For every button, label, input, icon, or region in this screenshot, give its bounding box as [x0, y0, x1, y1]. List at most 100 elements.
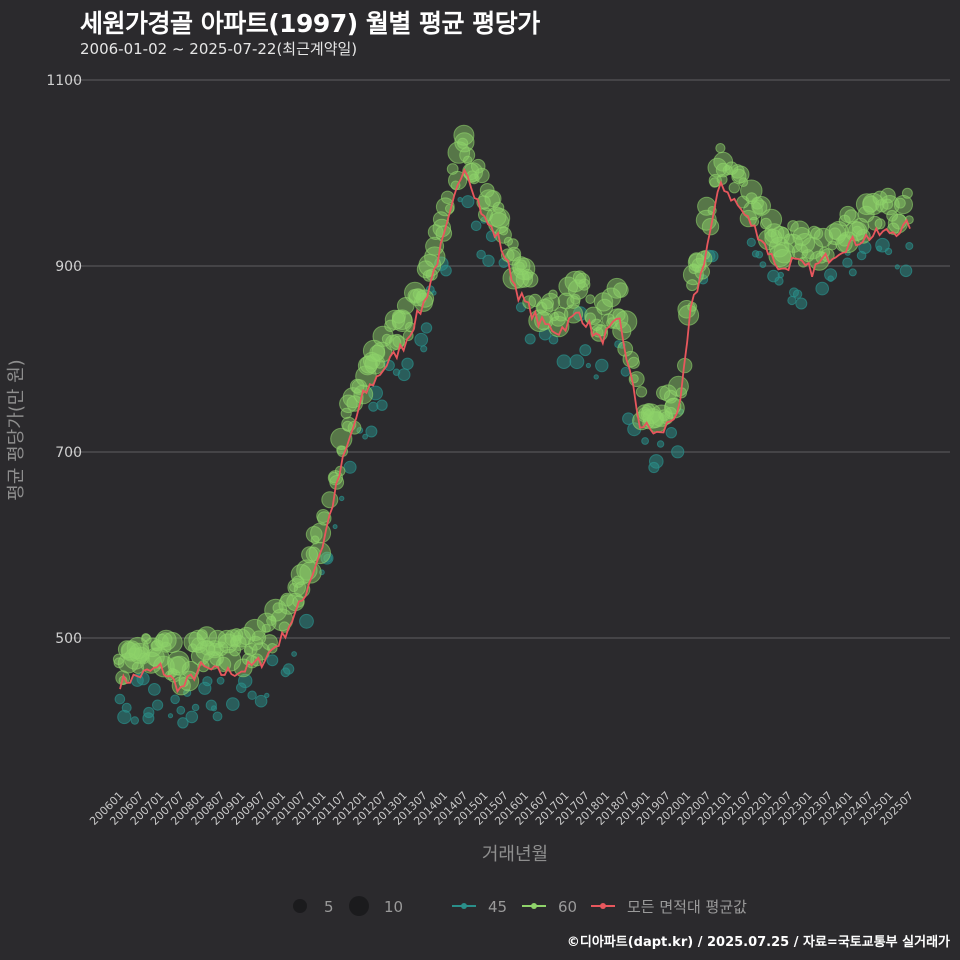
- point-45: [148, 683, 161, 696]
- point-60: [424, 246, 446, 268]
- point-60: [548, 289, 558, 299]
- point-45: [595, 358, 609, 373]
- point-60: [330, 427, 353, 450]
- point-60: [635, 386, 648, 398]
- point-45: [579, 344, 592, 357]
- x-axis-title: 거래년월: [482, 844, 548, 865]
- x-tick-labels: 2006012006072007012007072008012008072009…: [87, 789, 916, 828]
- legend-size-5-label: 5: [324, 898, 334, 916]
- point-45: [299, 613, 314, 629]
- legend-avg-label: 모든 면적대 평균값: [627, 898, 747, 916]
- point-60: [261, 623, 271, 633]
- point-60: [243, 618, 266, 642]
- point-60: [290, 564, 312, 585]
- point-45: [585, 362, 592, 369]
- point-45: [524, 333, 536, 345]
- point-60: [614, 310, 638, 334]
- series-45-points: [114, 195, 914, 729]
- point-60: [261, 634, 278, 651]
- point-60: [894, 197, 906, 209]
- legend: 5 10 45 60 모든 면적대 평균값: [293, 896, 747, 916]
- point-45: [671, 445, 685, 459]
- y-tick-900: 900: [55, 259, 82, 275]
- point-45: [365, 425, 378, 438]
- point-45: [420, 322, 433, 334]
- point-60: [901, 187, 913, 199]
- point-45: [167, 713, 174, 719]
- point-45: [121, 702, 132, 713]
- point-45: [170, 694, 180, 705]
- point-60: [738, 177, 749, 188]
- legend-size-5-marker: [293, 899, 307, 913]
- point-45: [622, 412, 635, 426]
- point-60: [540, 292, 561, 312]
- point-45: [420, 345, 428, 353]
- point-45: [649, 454, 664, 469]
- point-60: [891, 213, 908, 230]
- point-60: [627, 356, 640, 369]
- point-60: [879, 195, 900, 216]
- y-tick-1100: 1100: [46, 73, 82, 89]
- point-60: [851, 225, 863, 237]
- point-60: [305, 526, 323, 543]
- point-45: [899, 264, 913, 278]
- point-60: [474, 167, 490, 184]
- point-60: [160, 641, 172, 653]
- y-tick-700: 700: [55, 445, 82, 461]
- gridlines: [70, 79, 950, 639]
- point-60: [668, 375, 689, 397]
- point-45: [746, 237, 756, 247]
- point-60: [120, 640, 143, 662]
- point-45: [440, 264, 452, 277]
- point-60: [230, 628, 244, 642]
- y-axis-title: 평균 평당가(만 원): [6, 359, 27, 500]
- point-60: [874, 218, 886, 230]
- point-60: [208, 629, 227, 648]
- chart-subtitle: 2006-01-02 ~ 2025-07-22(최근계약일): [80, 40, 358, 58]
- point-45: [774, 276, 784, 286]
- point-45: [476, 249, 486, 260]
- point-45: [291, 651, 298, 657]
- point-45: [247, 690, 257, 700]
- point-60: [752, 199, 768, 215]
- point-60: [783, 233, 796, 245]
- source-credit: ©디아파트(dapt.kr) / 2025.07.25 / 자료=국토교통부 실…: [566, 935, 950, 950]
- point-45: [482, 254, 495, 267]
- point-60: [585, 294, 596, 305]
- point-45: [202, 676, 213, 687]
- legend-size-10-marker: [349, 896, 369, 916]
- point-45: [569, 354, 585, 370]
- point-45: [343, 460, 357, 474]
- point-45: [152, 699, 164, 711]
- point-60: [730, 164, 745, 179]
- point-60: [855, 229, 871, 244]
- point-45: [264, 692, 270, 699]
- point-60: [188, 629, 209, 651]
- y-tick-labels: 500 700 900 1100: [46, 73, 82, 647]
- point-45: [461, 195, 475, 209]
- legend-size-10-label: 10: [384, 898, 403, 916]
- point-45: [177, 717, 189, 729]
- point-45: [114, 693, 126, 705]
- point-60: [453, 124, 475, 146]
- point-45: [362, 433, 369, 440]
- point-60: [682, 264, 704, 286]
- point-45: [792, 289, 803, 299]
- point-45: [414, 332, 429, 347]
- point-60: [507, 238, 519, 250]
- point-60: [731, 165, 750, 184]
- legend-60-label: 60: [558, 898, 577, 916]
- point-45: [665, 427, 677, 439]
- legend-60-marker: [531, 903, 537, 909]
- series-60-points: [112, 124, 914, 696]
- point-45: [282, 663, 295, 675]
- point-60: [728, 182, 740, 194]
- point-45: [376, 399, 388, 411]
- point-45: [815, 281, 830, 296]
- point-45: [755, 250, 764, 259]
- y-tick-500: 500: [55, 631, 82, 647]
- point-60: [664, 397, 685, 419]
- point-45: [656, 440, 665, 448]
- point-45: [212, 711, 223, 722]
- legend-avg-marker: [600, 903, 606, 909]
